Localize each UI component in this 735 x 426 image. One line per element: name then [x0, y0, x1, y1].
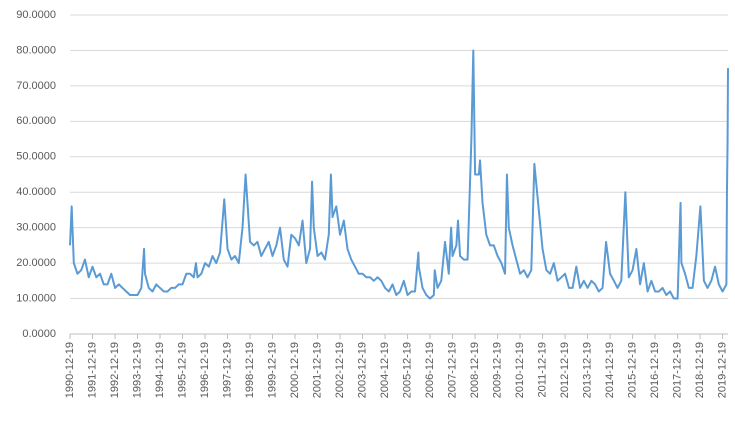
- x-tick-label: 2017-12-19: [672, 342, 684, 398]
- y-tick-label: 70.0000: [16, 80, 56, 92]
- x-tick-label: 2006-12-19: [424, 342, 436, 398]
- x-tick-label: 1999-12-19: [266, 342, 278, 398]
- x-tick-label: 2001-12-19: [311, 342, 323, 398]
- x-tick-label: 2012-12-19: [559, 342, 571, 398]
- x-tick-label: 2003-12-19: [356, 342, 368, 398]
- data-line: [69, 49, 729, 300]
- x-tick-label: 2019-12-19: [716, 342, 728, 398]
- y-tick-label: 80.0000: [16, 44, 56, 56]
- x-tick-label: 2013-12-19: [581, 342, 593, 398]
- x-tick-label: 2004-12-19: [379, 342, 391, 398]
- x-tick-label: 2010-12-19: [514, 342, 526, 398]
- x-tick-label: 2018-12-19: [694, 342, 706, 398]
- x-tick-label: 2015-12-19: [626, 342, 638, 398]
- x-tick-label: 2007-12-19: [446, 342, 458, 398]
- x-tick-label: 2016-12-19: [649, 342, 661, 398]
- y-tick-label: 30.0000: [16, 222, 56, 234]
- y-tick-label: 10.0000: [16, 292, 56, 304]
- x-tick-label: 2008-12-19: [469, 342, 481, 398]
- x-tick-label: 1993-12-19: [131, 342, 143, 398]
- x-tick-label: 2014-12-19: [604, 342, 616, 398]
- y-tick-label: 90.0000: [16, 9, 56, 21]
- x-tick-label: 1991-12-19: [86, 342, 98, 398]
- x-tick-label: 1996-12-19: [199, 342, 211, 398]
- y-tick-label: 20.0000: [16, 257, 56, 269]
- y-tick-label: 60.0000: [16, 115, 56, 127]
- x-tick-label: 1994-12-19: [154, 342, 166, 398]
- x-tick-label: 1997-12-19: [221, 342, 233, 398]
- x-tick-label: 1992-12-19: [109, 342, 121, 398]
- y-tick-label: 40.0000: [16, 186, 56, 198]
- x-tick-label: 2002-12-19: [334, 342, 346, 398]
- x-tick-label: 1995-12-19: [176, 342, 188, 398]
- x-tick-label: 2005-12-19: [401, 342, 413, 398]
- y-tick-label: 50.0000: [16, 151, 56, 163]
- x-tick-label: 1998-12-19: [244, 342, 256, 398]
- x-tick-label: 2009-12-19: [491, 342, 503, 398]
- x-tick-label: 2000-12-19: [289, 342, 301, 398]
- y-tick-label: 0.0000: [22, 328, 56, 340]
- x-tick-label: 1990-12-19: [64, 342, 76, 398]
- x-tick-label: 2011-12-19: [536, 342, 548, 397]
